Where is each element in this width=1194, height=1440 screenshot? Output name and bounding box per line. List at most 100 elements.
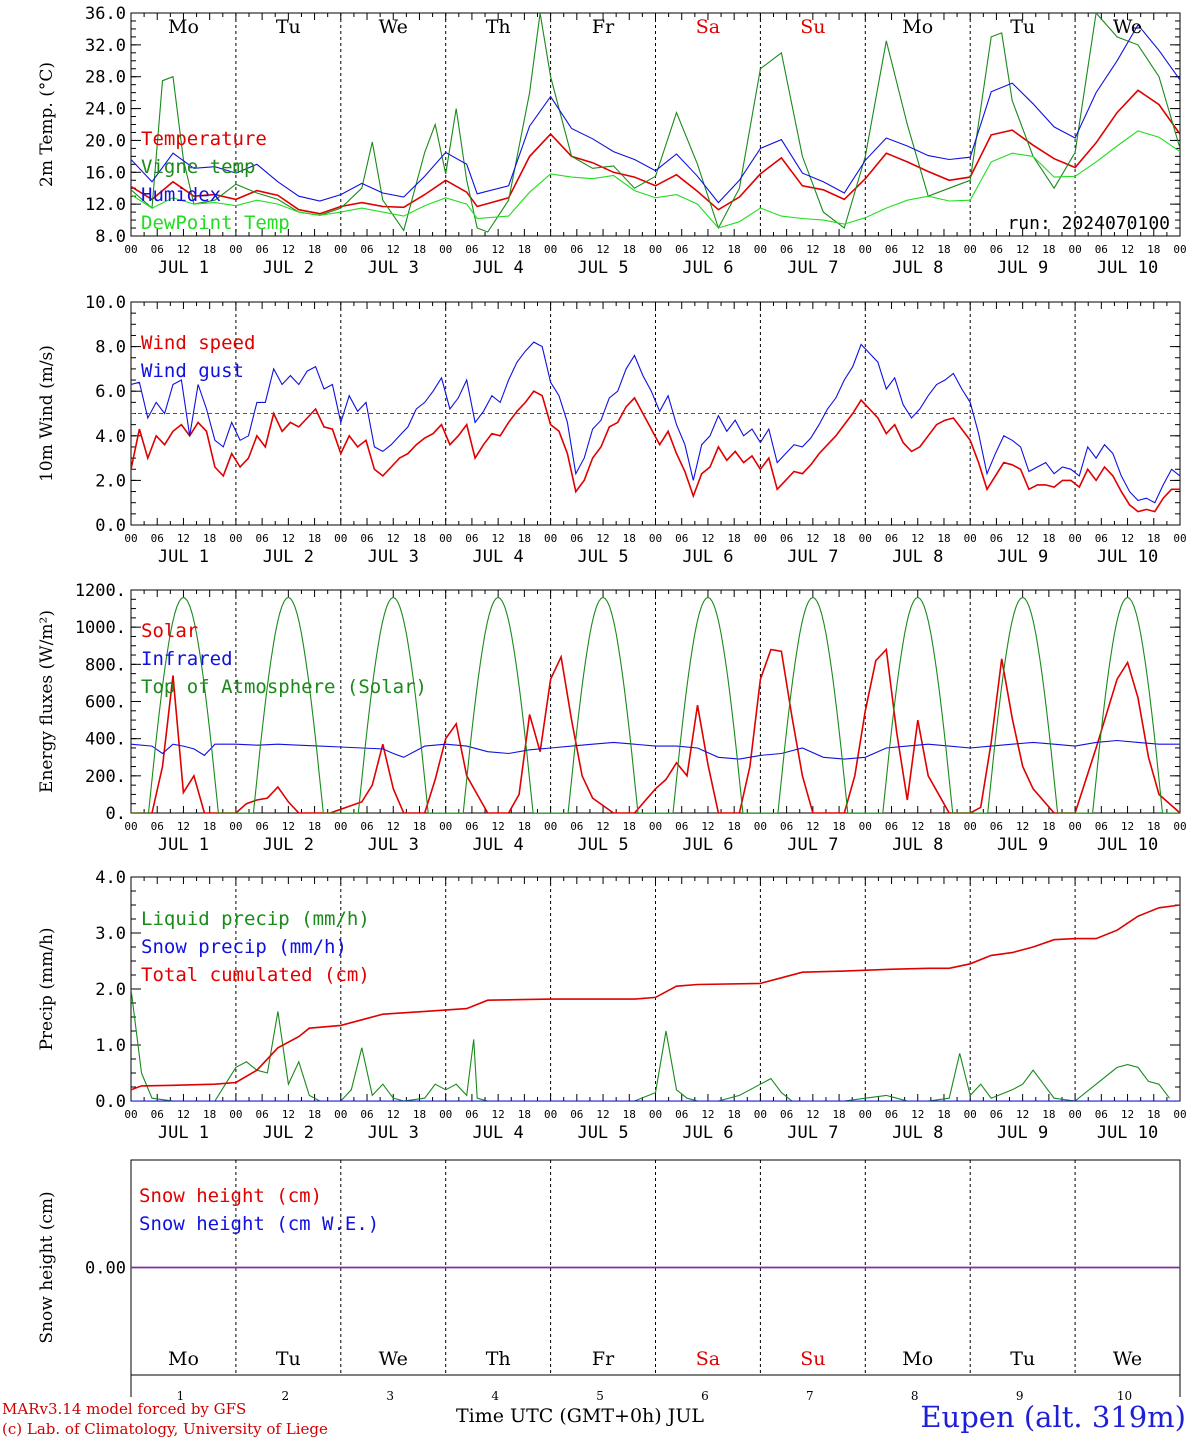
hour-tick-label: 06	[1095, 532, 1108, 545]
day-name: Su	[800, 16, 825, 38]
hour-tick-label: 12	[701, 820, 714, 833]
hour-tick-label: 06	[885, 243, 898, 256]
date-label: JUL 8	[892, 547, 943, 567]
hour-tick-label: 06	[570, 1108, 583, 1121]
hour-tick-label: 18	[937, 1108, 950, 1121]
hour-tick-label: 00	[124, 243, 137, 256]
hour-tick-label: 18	[308, 1108, 321, 1121]
series-line	[131, 13, 1180, 233]
hour-tick-label: 06	[360, 243, 373, 256]
date-label: JUL 6	[682, 258, 733, 278]
hour-tick-label: 12	[911, 1108, 924, 1121]
hour-tick-label: 18	[203, 243, 216, 256]
hour-tick-label: 00	[1068, 243, 1081, 256]
hour-tick-label: 00	[544, 1108, 557, 1121]
hour-tick-label: 12	[387, 820, 400, 833]
date-label: JUL 7	[787, 547, 838, 567]
y-tick-label: 800.	[85, 655, 126, 675]
hour-tick-label: 12	[282, 532, 295, 545]
date-label: JUL 3	[368, 835, 419, 855]
hour-tick-label: 00	[439, 243, 452, 256]
hour-tick-label: 18	[728, 243, 741, 256]
legend-entry: Total cumulated (cm)	[141, 964, 370, 986]
hour-tick-label: 06	[990, 1108, 1003, 1121]
y-tick-label: 2.0	[95, 980, 126, 1000]
day-number: 2	[282, 1389, 290, 1403]
hour-tick-label: 00	[229, 1108, 242, 1121]
hour-tick-label: 18	[728, 1108, 741, 1121]
hour-tick-label: 00	[754, 532, 767, 545]
hour-tick-label: 12	[387, 532, 400, 545]
hour-tick-label: 18	[203, 532, 216, 545]
hour-tick-label: 18	[1042, 532, 1055, 545]
date-label: JUL 10	[1097, 835, 1158, 855]
y-axis-title: 10m Wind (m/s)	[37, 345, 57, 482]
date-label: JUL 7	[787, 835, 838, 855]
hour-tick-label: 00	[754, 1108, 767, 1121]
hour-tick-label: 18	[1042, 1108, 1055, 1121]
series-line	[131, 647, 1180, 813]
hour-tick-label: 06	[256, 243, 269, 256]
y-tick-label: 32.0	[85, 36, 126, 56]
hour-tick-label: 12	[387, 1108, 400, 1121]
hour-tick-label: 18	[308, 532, 321, 545]
hour-tick-label: 00	[964, 820, 977, 833]
date-label: JUL 8	[892, 258, 943, 278]
legend-entry: Snow height (cm)	[139, 1185, 322, 1207]
y-tick-label: 20.0	[85, 131, 126, 151]
hour-tick-label: 00	[544, 820, 557, 833]
hour-tick-label: 06	[570, 243, 583, 256]
date-label: JUL 1	[158, 547, 209, 567]
hour-tick-label: 18	[1147, 532, 1160, 545]
y-tick-label: 8.0	[95, 227, 126, 247]
panel-frame-3	[130, 589, 1181, 814]
hour-tick-label: 18	[518, 1108, 531, 1121]
date-label: JUL 9	[997, 835, 1048, 855]
hour-tick-label: 06	[675, 820, 688, 833]
series-line	[131, 390, 1180, 513]
date-label: JUL 8	[892, 1123, 943, 1143]
hour-tick-label: 12	[1121, 243, 1134, 256]
date-label: JUL 2	[263, 258, 314, 278]
y-tick-label: 4.0	[95, 427, 126, 447]
hour-tick-label: 00	[964, 243, 977, 256]
day-number: 8	[911, 1389, 919, 1403]
run-annotation: run: 2024070100	[1007, 213, 1170, 234]
legend-entry: Wind speed	[141, 332, 255, 354]
hour-tick-label: 06	[780, 532, 793, 545]
hour-tick-label: 18	[308, 820, 321, 833]
hour-tick-label: 00	[1068, 1108, 1081, 1121]
hour-tick-label: 18	[413, 1108, 426, 1121]
station-name: Eupen (alt. 319m)	[920, 1400, 1186, 1434]
hour-tick-label: 06	[780, 1108, 793, 1121]
hour-tick-label: 00	[1068, 820, 1081, 833]
hour-tick-label: 06	[360, 1108, 373, 1121]
day-name-bottom: Tu	[276, 1348, 301, 1370]
hour-tick-label: 06	[465, 820, 478, 833]
hour-tick-label: 12	[911, 243, 924, 256]
date-label: JUL 1	[158, 1123, 209, 1143]
hour-tick-label: 18	[518, 532, 531, 545]
hour-tick-label: 12	[177, 243, 190, 256]
day-number: 5	[596, 1389, 604, 1403]
legend-entry: Temperature	[141, 128, 267, 150]
hour-tick-label: 18	[413, 532, 426, 545]
hour-tick-label: 12	[596, 532, 609, 545]
date-label: JUL 4	[473, 547, 524, 567]
hour-tick-label: 18	[937, 820, 950, 833]
legend-entry: Liquid precip (mm/h)	[141, 908, 370, 930]
day-name: Th	[486, 16, 511, 38]
day-name-bottom: Su	[800, 1348, 825, 1370]
hour-tick-label: 12	[806, 532, 819, 545]
hour-tick-label: 12	[282, 1108, 295, 1121]
hour-tick-label: 12	[387, 243, 400, 256]
hour-tick-label: 18	[203, 820, 216, 833]
hour-tick-label: 00	[754, 243, 767, 256]
hour-tick-label: 12	[1016, 1108, 1029, 1121]
series-line	[131, 341, 1180, 504]
hour-tick-label: 06	[256, 820, 269, 833]
hour-tick-label: 00	[124, 820, 137, 833]
hour-tick-label: 00	[124, 532, 137, 545]
hour-tick-label: 18	[308, 243, 321, 256]
